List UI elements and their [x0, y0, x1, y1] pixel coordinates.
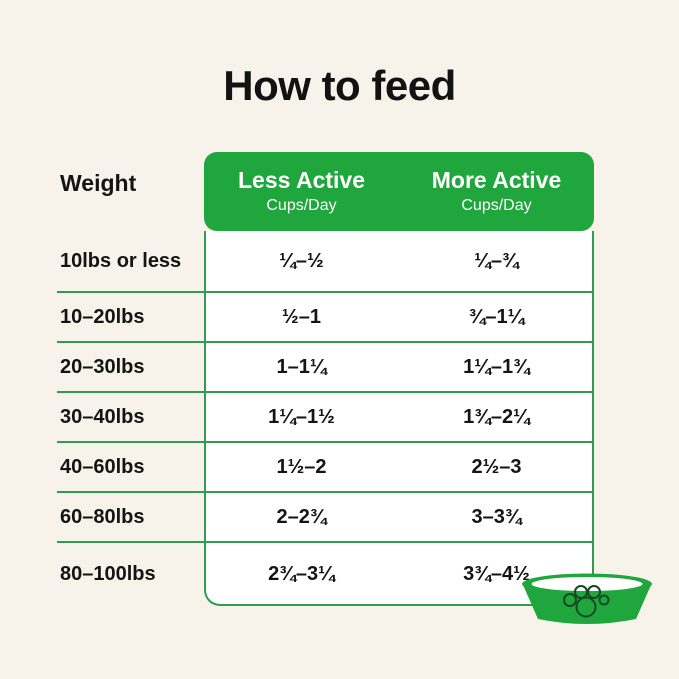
weight-cell: 10lbs or less	[60, 249, 182, 272]
less-active-cell: ¼–½	[279, 249, 324, 272]
less-active-label: Less Active	[238, 167, 365, 194]
table-row: 10–20lbs ½–1 ¾–1¼	[57, 293, 594, 343]
bowl-body	[523, 585, 651, 624]
table-row: 60–80lbs 2–2¾ 3–3¾	[57, 493, 594, 543]
table-body-panel	[204, 231, 594, 606]
less-active-cell: 1½–2	[276, 455, 327, 478]
more-active-cell: 1¼–1¾	[463, 355, 530, 378]
page-title: How to feed	[223, 62, 456, 109]
more-active-cell: 2½–3	[471, 455, 522, 478]
bowl-inner	[531, 577, 643, 591]
weight-column-header: Weight	[60, 170, 137, 196]
more-active-cell: ¼–¾	[474, 249, 519, 272]
feeding-table: 10lbs or less ¼–½ ¼–¾ 10–20lbs ½–1 ¾–1¼ …	[57, 231, 594, 606]
more-active-cell: 1¾–2¼	[463, 405, 530, 428]
dog-bowl-icon	[522, 573, 652, 624]
table-header: Less Active Cups/Day More Active Cups/Da…	[204, 152, 594, 231]
paw-print-icon	[563, 585, 610, 618]
less-active-cell: 1–1¼	[276, 355, 327, 378]
table-row: 80–100lbs 2¾–3¼ 3¾–4½	[57, 543, 594, 606]
more-active-cell: 3–3¾	[471, 505, 522, 528]
less-active-cell: ½–1	[282, 305, 321, 328]
weight-cell: 40–60lbs	[60, 455, 145, 478]
less-active-column-header: Less Active Cups/Day	[204, 152, 399, 231]
more-active-label: More Active	[431, 167, 562, 194]
weight-cell: 60–80lbs	[60, 505, 145, 528]
weight-cell: 20–30lbs	[60, 355, 145, 378]
weight-cell: 80–100lbs	[60, 563, 156, 585]
less-active-units: Cups/Day	[266, 196, 337, 214]
less-active-cell: 1¼–1½	[268, 405, 335, 428]
more-active-cell: 3¾–4½	[463, 563, 530, 585]
less-active-cell: 2–2¾	[276, 505, 327, 528]
table-row: 10lbs or less ¼–½ ¼–¾	[57, 231, 594, 293]
weight-cell: 30–40lbs	[60, 405, 145, 428]
less-active-cell: 2¾–3¼	[268, 563, 335, 585]
more-active-column-header: More Active Cups/Day	[399, 152, 594, 231]
table-row: 20–30lbs 1–1¼ 1¼–1¾	[57, 343, 594, 393]
table-row: 40–60lbs 1½–2 2½–3	[57, 443, 594, 493]
table-row: 30–40lbs 1¼–1½ 1¾–2¼	[57, 393, 594, 443]
weight-cell: 10–20lbs	[60, 305, 145, 328]
more-active-units: Cups/Day	[461, 196, 532, 214]
more-active-cell: ¾–1¼	[468, 305, 525, 328]
